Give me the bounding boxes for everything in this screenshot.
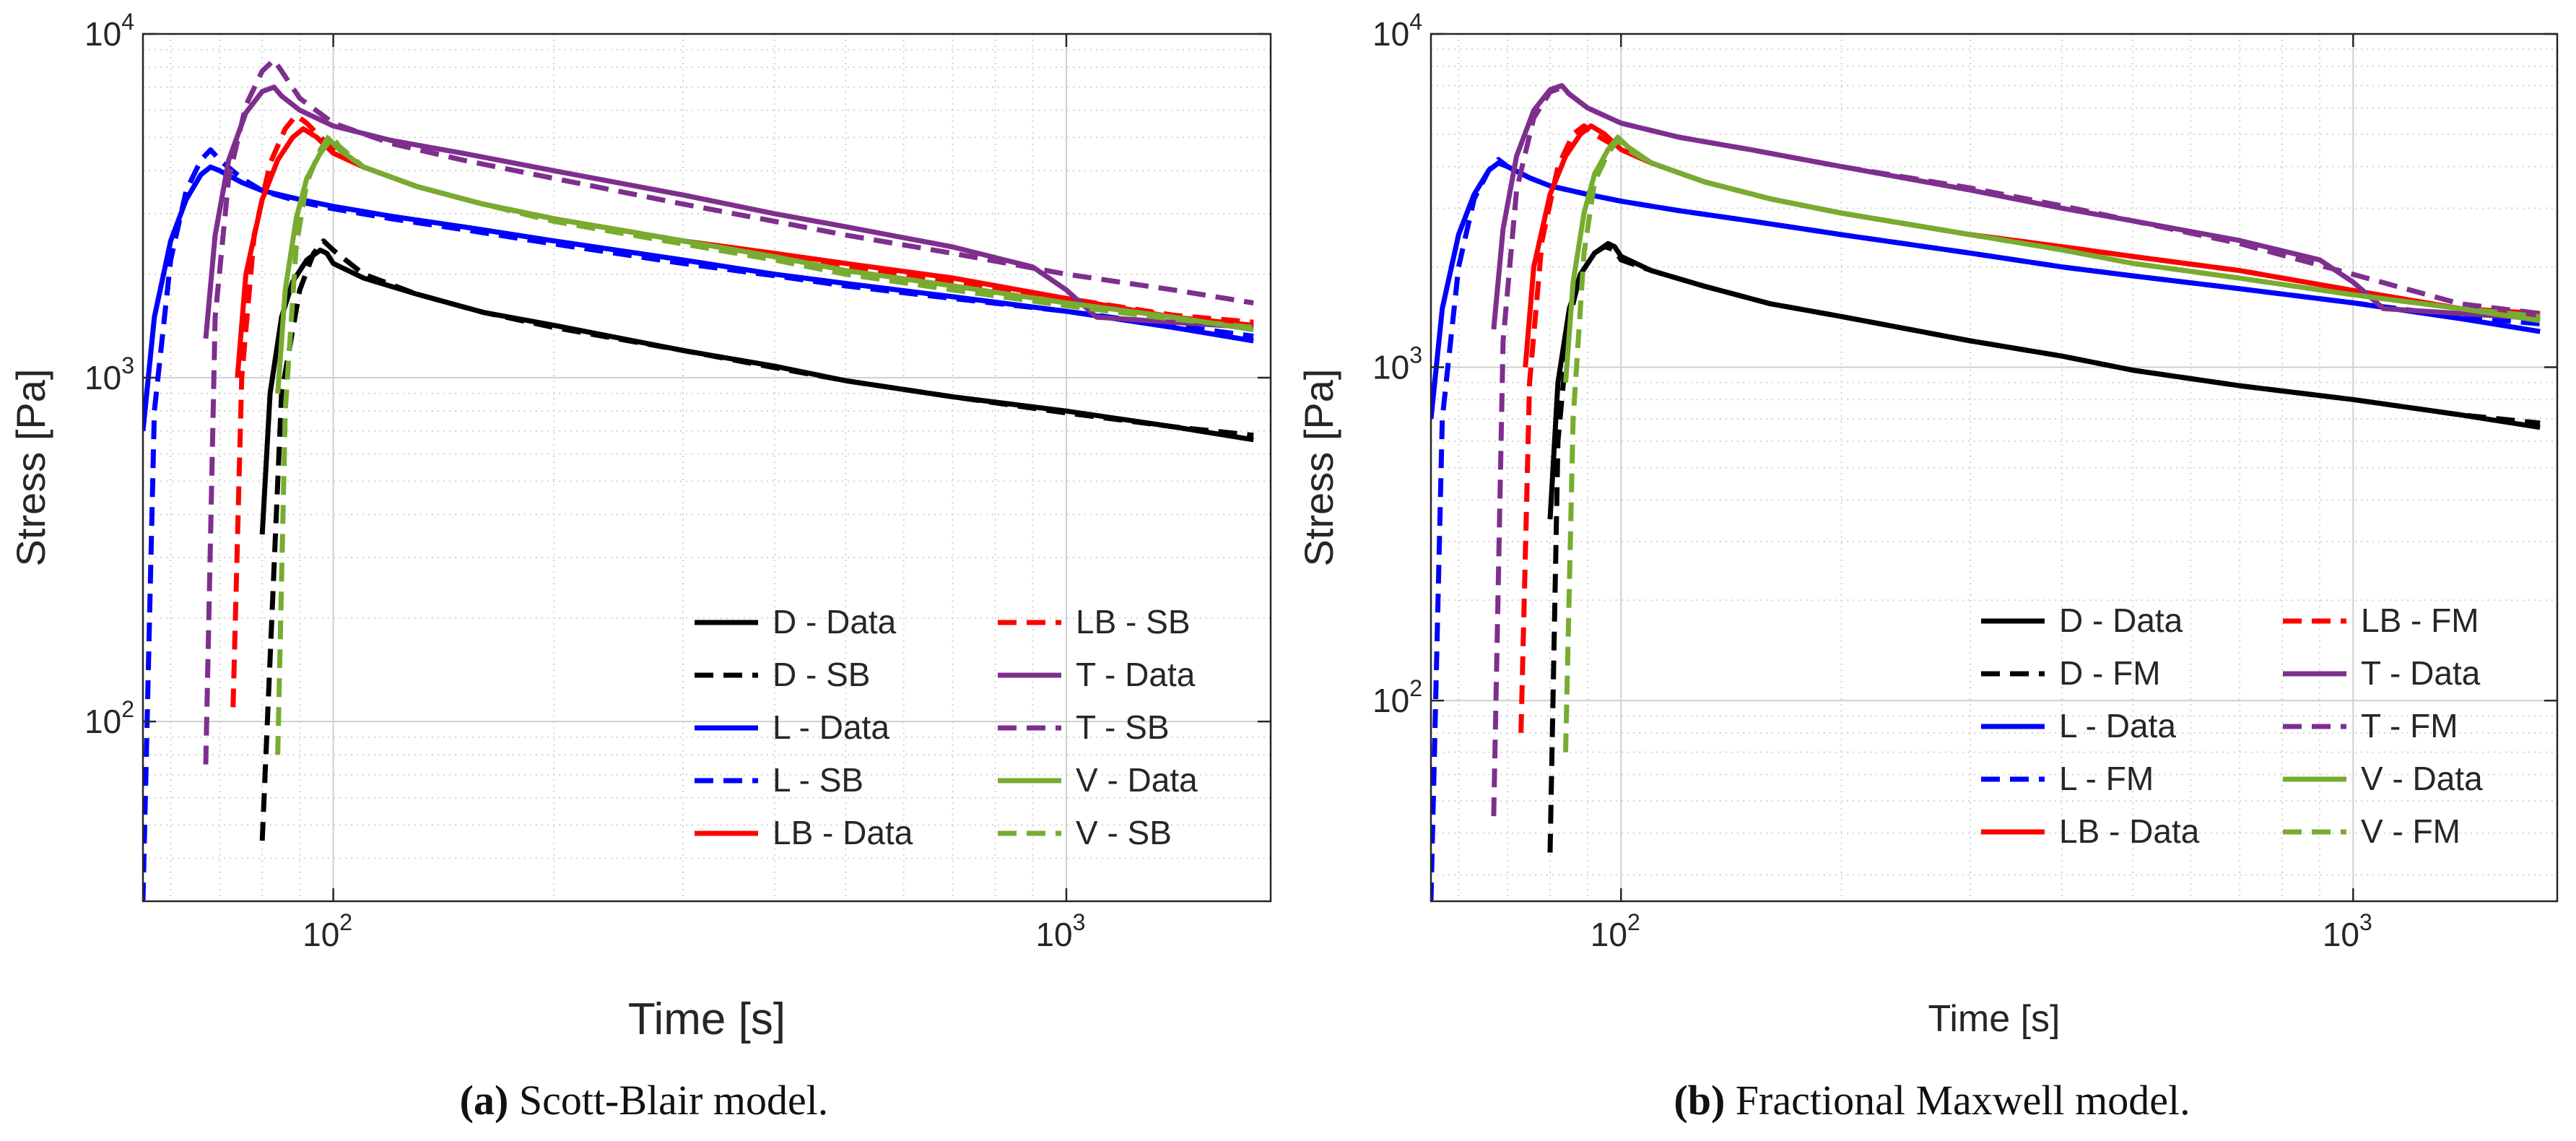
series-line-l-data (1431, 160, 2541, 420)
caption-b: (b) Fractional Maxwell model. (1288, 1076, 2576, 1124)
minor-grid (143, 34, 1271, 901)
legend: D - Data D - FM L - Data L - FM LB - Data LB … (1981, 602, 2483, 850)
series-line-l-data (143, 164, 1254, 432)
legend-entry: D - Data (2059, 602, 2183, 639)
series-line-lb-sb (230, 113, 1254, 708)
caption-a-letter: (a) (459, 1077, 509, 1124)
legend-entry: L - FM (2059, 760, 2154, 797)
series-line-lb-fm (1518, 123, 2541, 733)
legend-entry: L - Data (773, 708, 889, 746)
y-tick-label: 103 (84, 352, 134, 396)
legend-entry: D - Data (773, 603, 897, 641)
legend-entry: T - FM (2361, 707, 2458, 745)
legend-entry: LB - Data (773, 814, 913, 851)
legend-entry: LB - FM (2361, 602, 2479, 639)
legend-entry: T - Data (2361, 654, 2481, 692)
legend: D - Data D - SB L - Data L - SB LB - Data LB … (695, 603, 1198, 851)
legend-entry: D - SB (773, 656, 870, 693)
scott-blair-chart: 102 103 102 103 104 Time [s] Stress [Pa] D - Da… (8, 9, 1272, 1044)
legend-entry: LB - SB (1076, 603, 1191, 641)
caption-a: (a) Scott-Blair model. (0, 1076, 1288, 1124)
tick-marks (143, 32, 1271, 901)
series-line-t-fm (1491, 84, 2541, 817)
fractional-maxwell-chart: 102 103 102 103 104 Time [s] Stress [Pa] D - Da… (1296, 9, 2559, 1040)
y-tick-label: 103 (1372, 342, 1422, 386)
legend-entry: V - Data (1076, 761, 1198, 799)
series-line-l-fm (1431, 157, 2541, 901)
caption-b-text: Fractional Maxwell model. (1725, 1077, 2190, 1124)
series-line-d-sb (259, 238, 1254, 841)
y-tick-label: 104 (84, 9, 134, 53)
y-tick-label: 104 (1372, 9, 1422, 53)
chart-panel-b: 102 103 102 103 104 Time [s] Stress [Pa] D - Da… (1288, 0, 2576, 1141)
legend-entry: D - FM (2059, 654, 2161, 692)
legend-entry: T - Data (1076, 656, 1196, 693)
legend-entry: L - Data (2059, 707, 2176, 745)
series-line-t-data (1491, 83, 2541, 330)
series-line-v-fm (1563, 137, 2541, 752)
x-tick-label: 102 (1591, 909, 1640, 953)
series-line-t-data (203, 84, 1254, 339)
series-line-v-sb (275, 131, 1254, 755)
series-line-v-data (275, 138, 1254, 394)
legend-entry: T - SB (1076, 708, 1170, 746)
y-tick-label: 102 (84, 696, 134, 740)
legend-entry: L - SB (773, 761, 863, 799)
legend-entry: LB - Data (2059, 812, 2200, 850)
y-axis-label: Stress [Pa] (1296, 369, 1341, 567)
y-axis-label: Stress [Pa] (8, 369, 53, 567)
tick-marks (1431, 32, 2557, 901)
legend-entry: V - Data (2361, 760, 2483, 797)
chart-panel-a: 102 103 102 103 104 Time [s] Stress [Pa] D - Da… (0, 9, 1288, 1124)
x-tick-label: 103 (2323, 909, 2372, 953)
series-group (143, 57, 1254, 901)
legend-entry: V - FM (2361, 812, 2460, 850)
y-tick-label: 102 (1372, 675, 1422, 719)
x-axis-label: Time [s] (628, 994, 786, 1044)
caption-b-letter: (b) (1674, 1077, 1726, 1124)
legend-entry: V - SB (1076, 814, 1172, 851)
series-line-l-sb (143, 147, 1254, 901)
x-axis-label: Time [s] (1928, 998, 2061, 1040)
x-tick-label: 103 (1035, 909, 1085, 953)
series-line-v-data (1563, 134, 2541, 383)
plot-frame (142, 32, 1272, 903)
caption-a-text: Scott-Blair model. (508, 1077, 829, 1124)
x-tick-label: 102 (303, 909, 352, 953)
plot-frame (1430, 32, 2559, 903)
series-group (1431, 83, 2541, 901)
